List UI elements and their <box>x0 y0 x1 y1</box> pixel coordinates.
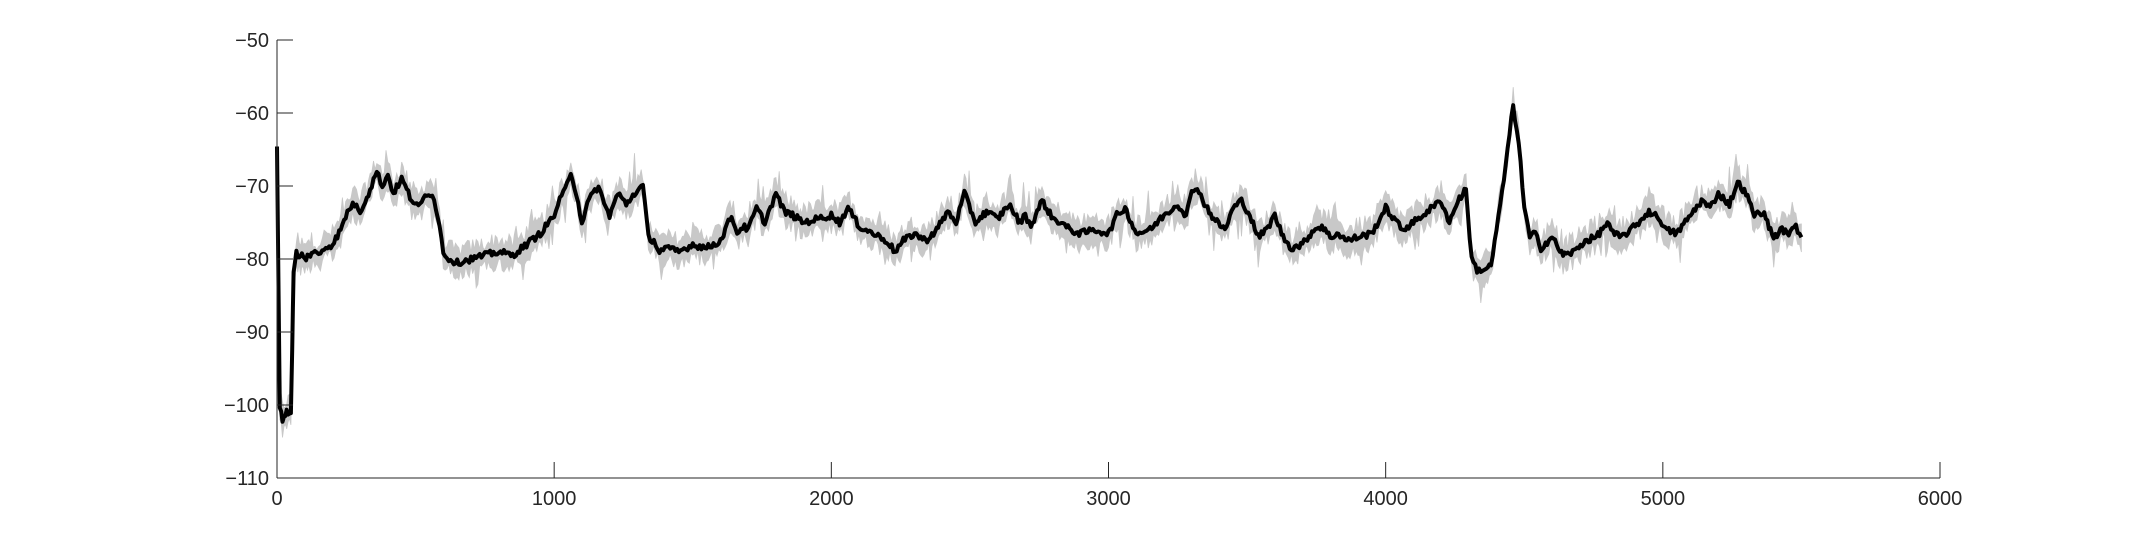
variability-band <box>276 87 1802 438</box>
y-tick-label: −90 <box>235 322 269 344</box>
confidence-band <box>276 87 1802 438</box>
mean-series <box>275 103 1804 424</box>
y-tick-label: −60 <box>235 103 269 125</box>
axes: 0 1000 2000 3000 4000 5000 6000 −50 −60 −70 −80 −90… <box>224 30 1962 510</box>
x-tick-label: 0 <box>271 488 282 510</box>
x-tick-label: 1000 <box>532 488 577 510</box>
x-tick-label: 6000 <box>1918 488 1963 510</box>
x-tick-label: 4000 <box>1363 488 1408 510</box>
y-tick-label: −50 <box>235 30 269 52</box>
y-tick-label: −80 <box>235 249 269 271</box>
y-tick-label: −70 <box>235 176 269 198</box>
series-line <box>275 103 1804 424</box>
y-tick-label: −100 <box>224 395 269 417</box>
y-tick-label: −110 <box>225 468 269 490</box>
x-tick-label: 5000 <box>1641 488 1686 510</box>
x-tick-label: 3000 <box>1086 488 1131 510</box>
x-tick-label: 2000 <box>809 488 854 510</box>
